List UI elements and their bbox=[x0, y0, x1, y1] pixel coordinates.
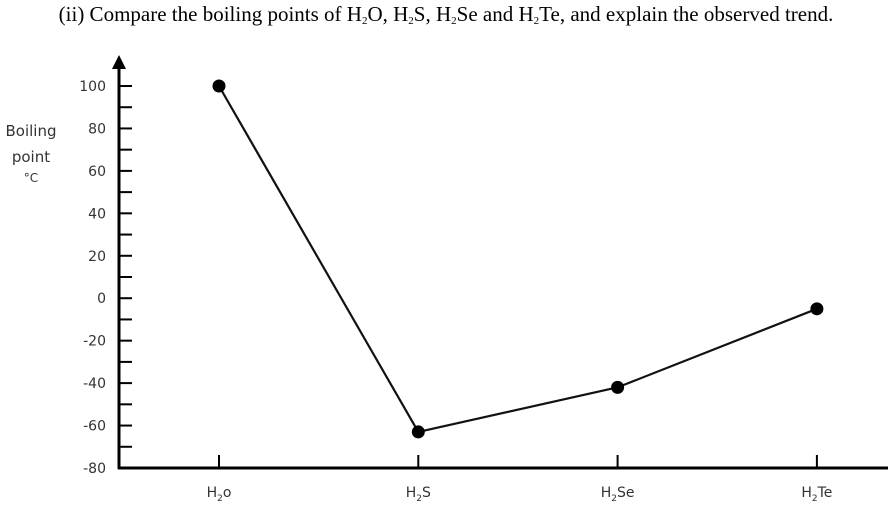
data-point bbox=[212, 79, 226, 93]
y-tick-label: 20 bbox=[88, 249, 106, 265]
series-line bbox=[218, 85, 818, 434]
y-tick-label: -40 bbox=[83, 376, 106, 392]
compound-rest: Se bbox=[456, 2, 478, 26]
compound-base: H bbox=[346, 2, 362, 26]
compound-h2se: H2Se bbox=[435, 2, 478, 27]
y-tick-label: 80 bbox=[88, 121, 106, 137]
y-tick-label: 100 bbox=[79, 79, 106, 95]
y-tick-label: 0 bbox=[97, 291, 106, 307]
y-axis-label: Boiling point °C bbox=[0, 118, 62, 186]
compound-base: H bbox=[393, 2, 409, 26]
data-point bbox=[611, 380, 625, 394]
compound-h2te: H2Te bbox=[518, 2, 560, 27]
question-suffix: , and explain the observed trend. bbox=[559, 2, 834, 26]
y-tick-label: -80 bbox=[83, 461, 106, 477]
y-axis-label-line: Boiling bbox=[5, 122, 57, 140]
data-point bbox=[810, 302, 824, 316]
question-text: (ii) Compare the boiling points of H2O, … bbox=[0, 2, 892, 27]
compound-base: H bbox=[435, 2, 452, 26]
y-tick-label: -20 bbox=[83, 334, 106, 350]
compound-base: H bbox=[518, 2, 534, 26]
question-prefix: (ii) Compare the boiling points of bbox=[58, 2, 347, 26]
compound-h2s: H2S bbox=[393, 2, 426, 27]
compound-h2o: H2O bbox=[346, 2, 383, 27]
compound-rest: Te bbox=[539, 2, 560, 26]
x-tick-label: H2Se bbox=[601, 485, 635, 504]
data-point bbox=[411, 425, 425, 439]
compound-sub: 2 bbox=[451, 15, 457, 27]
compound-sub: 2 bbox=[533, 15, 540, 27]
compound-rest: O bbox=[367, 2, 383, 26]
compound-sub: 2 bbox=[361, 15, 368, 27]
x-tick-label: H2Te bbox=[801, 485, 832, 504]
compound-sub: 2 bbox=[408, 15, 414, 27]
y-axis-label-line: point bbox=[11, 148, 51, 166]
y-tick-label: 60 bbox=[88, 164, 106, 180]
question-sep: and bbox=[477, 2, 519, 26]
y-tick-label: -60 bbox=[83, 419, 106, 435]
x-tick-label: H2o bbox=[207, 485, 232, 504]
y-tick-label: 40 bbox=[88, 206, 106, 222]
compound-rest: S bbox=[413, 2, 426, 26]
question-sep: , bbox=[425, 2, 436, 26]
question-sep: , bbox=[382, 2, 394, 26]
x-tick-label: H2S bbox=[406, 485, 431, 504]
y-axis-unit: °C bbox=[23, 171, 39, 185]
y-axis-arrow bbox=[112, 55, 126, 69]
